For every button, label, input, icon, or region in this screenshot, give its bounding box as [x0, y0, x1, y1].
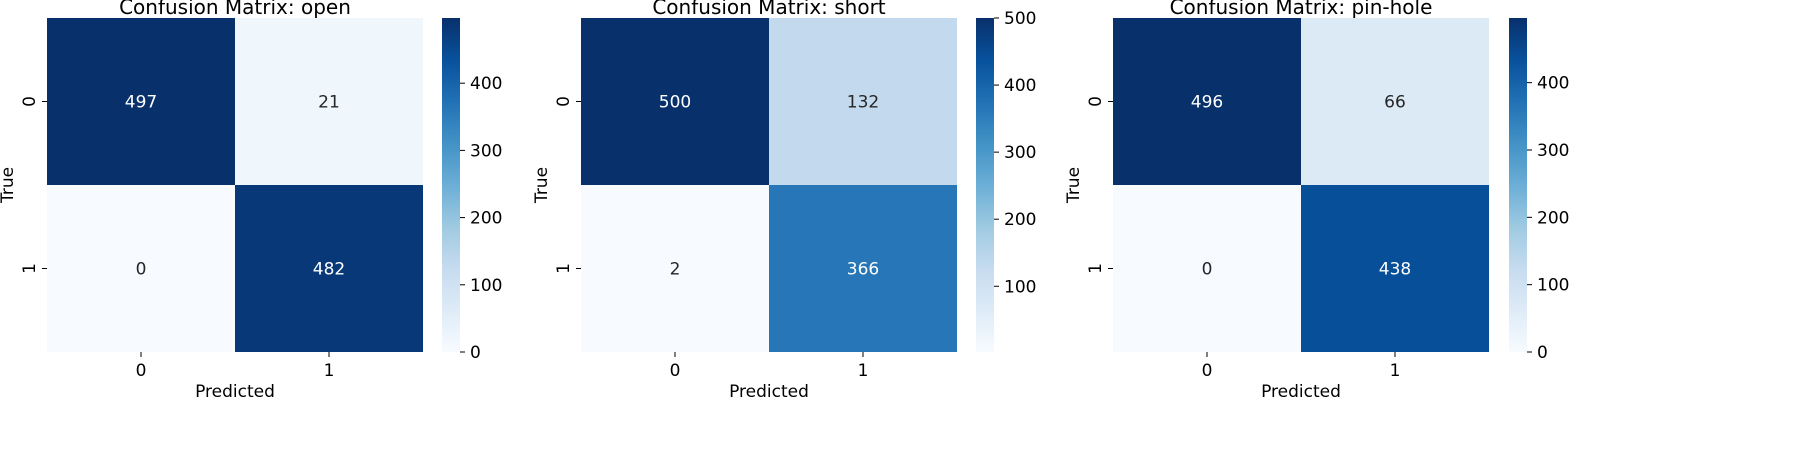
x-axis-label: Predicted: [195, 382, 275, 402]
heatmap-cell: [1301, 185, 1489, 352]
chart-title: Confusion Matrix: open: [119, 0, 351, 19]
x-tick-label: 0: [136, 361, 147, 381]
colorbar-tick-label: 400: [1004, 76, 1036, 96]
colorbar: [976, 18, 994, 352]
y-axis-label: True: [532, 167, 552, 204]
x-tick-label: 1: [1390, 361, 1401, 381]
colorbar-tick-label: 200: [1537, 208, 1569, 228]
colorbar-tick-label: 0: [470, 343, 481, 363]
y-tick-label: 0: [554, 96, 574, 107]
heatmap-cell: [1301, 18, 1489, 185]
y-tick-label: 1: [20, 263, 40, 274]
colorbar-tick-label: 400: [1537, 74, 1569, 94]
heatmap-cell: [769, 185, 957, 352]
colorbar-tick-label: 300: [1004, 143, 1036, 163]
heatmap-cell: [1113, 185, 1301, 352]
y-tick-label: 0: [1086, 96, 1106, 107]
x-tick-label: 1: [324, 361, 335, 381]
y-axis-label: True: [0, 167, 18, 204]
heatmap-panel-2: Confusion Matrix: pin-hole 496 66 0 438 0 1 Pre…: [1064, 0, 1569, 402]
chart-title: Confusion Matrix: pin-hole: [1170, 0, 1433, 19]
heatmap-panel-0: Confusion Matrix: open 497 21 0 482 0 1 Predict…: [0, 0, 502, 402]
heatmap-cell: [1113, 18, 1301, 185]
colorbar-tick-label: 0: [1537, 343, 1548, 363]
x-axis-label: Predicted: [1261, 382, 1341, 402]
y-tick-label: 1: [1086, 263, 1106, 274]
cell-value-label: 366: [847, 260, 879, 280]
cell-value-label: 438: [1379, 260, 1411, 280]
cell-value-label: 0: [1202, 260, 1213, 280]
cell-value-label: 132: [847, 93, 879, 113]
heatmap-panel-1: Confusion Matrix: short 500 132 2 366 0 1 Predi…: [532, 0, 1036, 402]
cell-value-label: 497: [125, 93, 157, 113]
colorbar-tick-label: 200: [1004, 210, 1036, 230]
colorbar-tick-label: 100: [1537, 276, 1569, 296]
cell-value-label: 21: [318, 93, 340, 113]
heatmap-cell: [47, 185, 235, 352]
cell-value-label: 0: [136, 260, 147, 280]
x-axis-label: Predicted: [729, 382, 809, 402]
y-tick-label: 1: [554, 263, 574, 274]
chart-title: Confusion Matrix: short: [652, 0, 885, 19]
cell-value-label: 482: [313, 260, 345, 280]
colorbar-tick-label: 100: [1004, 277, 1036, 297]
colorbar-tick-label: 200: [470, 209, 502, 229]
colorbar-tick-label: 400: [470, 74, 502, 94]
x-tick-label: 0: [1202, 361, 1213, 381]
heatmap-cell: [235, 185, 423, 352]
cell-value-label: 496: [1191, 93, 1223, 113]
colorbar-tick-label: 300: [470, 141, 502, 161]
heatmap-cell: [581, 18, 769, 185]
cell-value-label: 500: [659, 93, 691, 113]
heatmap-cell: [581, 185, 769, 352]
x-tick-label: 0: [670, 361, 681, 381]
x-tick-label: 1: [858, 361, 869, 381]
colorbar: [442, 18, 460, 352]
heatmap-cell: [47, 18, 235, 185]
colorbar-tick-label: 500: [1004, 9, 1036, 29]
cell-value-label: 66: [1384, 93, 1406, 113]
colorbar-tick-label: 300: [1537, 141, 1569, 161]
colorbar-tick-label: 100: [470, 276, 502, 296]
y-tick-label: 0: [20, 96, 40, 107]
colorbar: [1509, 18, 1527, 352]
heatmap-cell: [235, 18, 423, 185]
y-axis-label: True: [1064, 167, 1084, 204]
cell-value-label: 2: [670, 260, 681, 280]
heatmap-cell: [769, 18, 957, 185]
